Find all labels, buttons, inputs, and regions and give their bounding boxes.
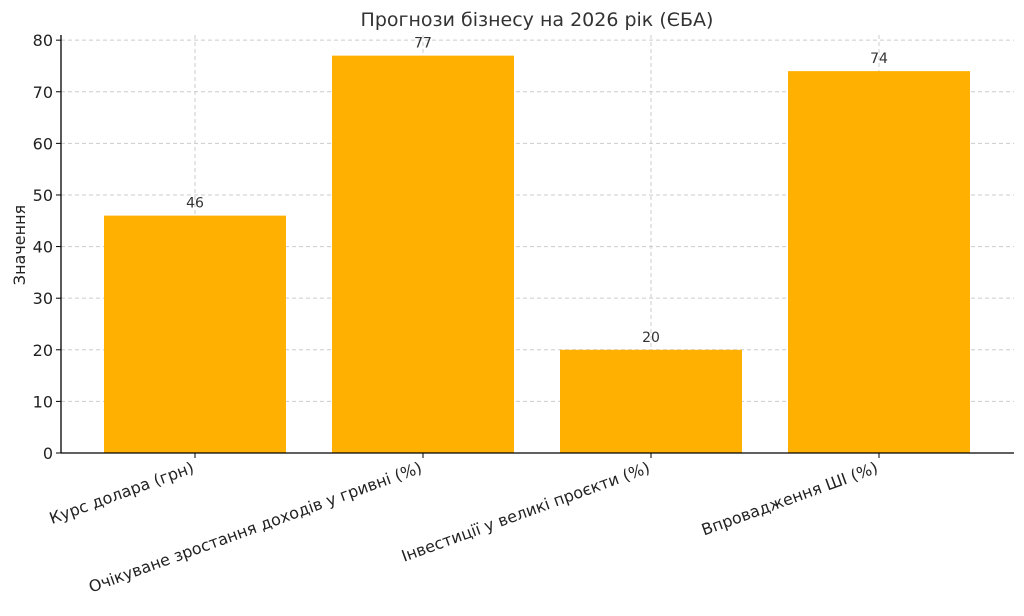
y-tick-label: 70 (33, 83, 53, 102)
data-labels: 46 77 20 74 (186, 36, 888, 346)
y-tick-label: 30 (33, 289, 53, 308)
y-tick-label: 20 (33, 341, 53, 360)
bar (104, 215, 286, 453)
x-tick-label: Впровадження ШІ (%) (699, 458, 880, 540)
bar (332, 55, 514, 454)
y-tick-label: 0 (43, 444, 53, 463)
y-axis: 0 10 20 30 40 50 60 70 80 (33, 31, 62, 463)
data-label: 46 (186, 196, 204, 212)
x-tick-label: Інвестиції у великі проєкти (%) (399, 458, 652, 566)
bar (560, 349, 742, 453)
bar (788, 71, 970, 453)
data-label: 74 (870, 51, 888, 67)
y-tick-label: 60 (33, 134, 53, 153)
data-label: 20 (642, 330, 660, 346)
y-tick-label: 40 (33, 238, 53, 257)
x-tick-label: Курс долара (грн) (47, 458, 197, 528)
y-tick-label: 80 (33, 31, 53, 50)
y-axis-label: Значення (10, 205, 29, 285)
y-tick-label: 10 (33, 392, 53, 411)
chart-title: Прогнози бізнесу на 2026 рік (ЄБА) (361, 9, 714, 31)
x-axis: Курс долара (грн)Очікуване зростання дох… (47, 452, 1014, 596)
bars (104, 55, 970, 454)
y-tick-label: 50 (33, 186, 53, 205)
data-label: 77 (414, 36, 432, 52)
